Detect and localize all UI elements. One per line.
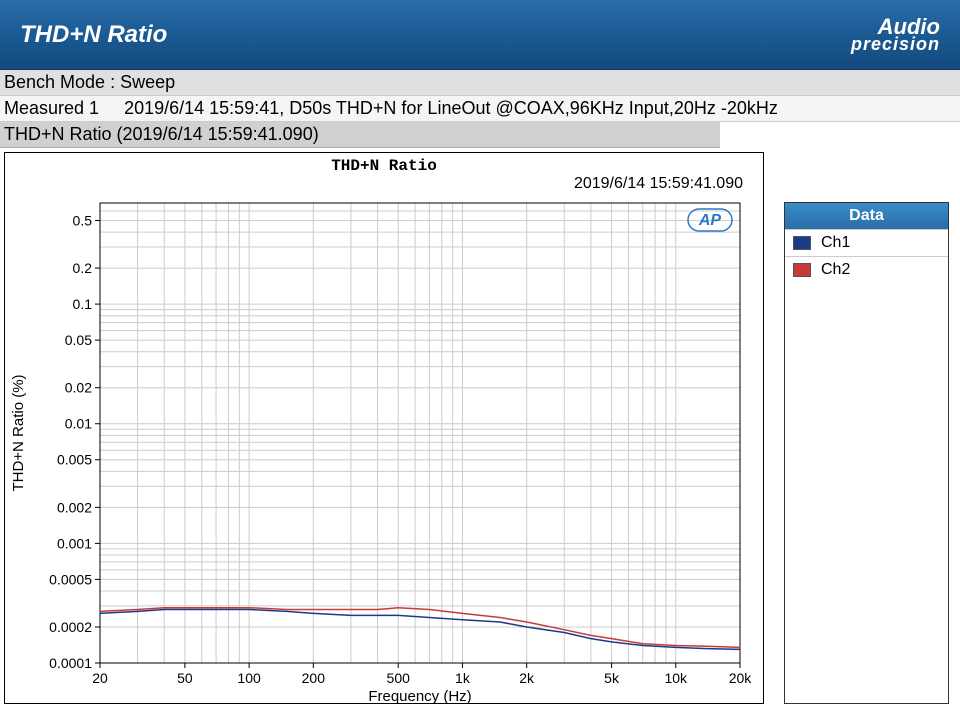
svg-text:0.0001: 0.0001 (49, 655, 92, 671)
svg-text:1k: 1k (455, 670, 471, 686)
svg-text:0.0005: 0.0005 (49, 571, 92, 587)
svg-text:0.5: 0.5 (73, 212, 93, 228)
svg-text:2k: 2k (519, 670, 535, 686)
legend-swatch (793, 236, 811, 250)
svg-text:0.01: 0.01 (65, 416, 92, 432)
svg-text:0.2: 0.2 (73, 260, 93, 276)
svg-text:5k: 5k (604, 670, 620, 686)
legend-box: Data Ch1 Ch2 (784, 202, 949, 704)
content-area: THD+N Ratio 2019/6/14 15:59:41.090 20 50 1… (0, 148, 960, 708)
svg-text:20: 20 (92, 670, 108, 686)
svg-text:0.02: 0.02 (65, 380, 92, 396)
svg-text:200: 200 (302, 670, 326, 686)
chart-title: THD+N Ratio (5, 157, 763, 175)
svg-text:THD+N Ratio (%): THD+N Ratio (%) (10, 374, 27, 491)
legend-item: Ch2 (785, 256, 948, 283)
svg-text:Frequency (Hz): Frequency (Hz) (368, 688, 471, 703)
svg-text:50: 50 (177, 670, 193, 686)
svg-text:AP: AP (698, 212, 722, 229)
svg-text:0.05: 0.05 (65, 332, 92, 348)
legend-header: Data (785, 203, 948, 229)
svg-text:100: 100 (237, 670, 261, 686)
plot-zone: 20 50 100 200 500 1k 2k 5k 10k 20k 0.0001 0.0002 0.0… (5, 193, 763, 703)
svg-text:0.001: 0.001 (57, 535, 92, 551)
legend-label: Ch1 (821, 234, 850, 252)
svg-text:10k: 10k (664, 670, 688, 686)
svg-text:0.005: 0.005 (57, 452, 92, 468)
page-title: THD+N Ratio (20, 21, 167, 49)
legend-swatch (793, 263, 811, 277)
svg-text:0.0002: 0.0002 (49, 619, 92, 635)
chart-timestamp: 2019/6/14 15:59:41.090 (5, 175, 763, 193)
chart-description-line: THD+N Ratio (2019/6/14 15:59:41.090) (0, 122, 720, 148)
measurement-label: Measured 1 (4, 98, 99, 118)
svg-text:500: 500 (387, 670, 411, 686)
measurement-value: 2019/6/14 15:59:41, D50s THD+N for LineO… (124, 98, 778, 118)
legend-label: Ch2 (821, 261, 850, 279)
header-bar: THD+N Ratio Audio precision (0, 0, 960, 70)
chart-container: THD+N Ratio 2019/6/14 15:59:41.090 20 50 1… (4, 152, 764, 704)
measurement-line: Measured 1 2019/6/14 15:59:41, D50s THD+… (0, 96, 960, 122)
brand-logo: Audio precision (851, 17, 940, 53)
chart-svg: 20 50 100 200 500 1k 2k 5k 10k 20k 0.0001 0.0002 0.0… (5, 193, 765, 703)
svg-text:0.1: 0.1 (73, 296, 93, 312)
svg-text:0.002: 0.002 (57, 499, 92, 515)
legend-item: Ch1 (785, 229, 948, 256)
bench-mode-line: Bench Mode : Sweep (0, 70, 960, 96)
svg-text:20k: 20k (729, 670, 753, 686)
